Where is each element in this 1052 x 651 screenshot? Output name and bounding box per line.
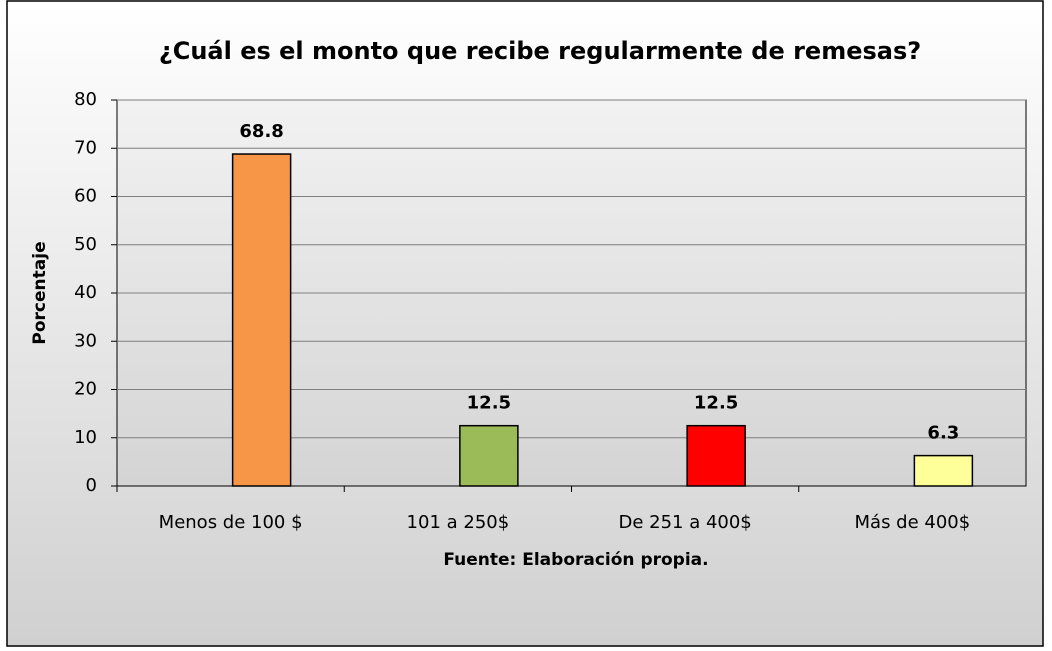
y-tick-label: 0	[86, 475, 97, 496]
bar	[913, 454, 974, 487]
x-tick-label: Más de 400$	[855, 512, 971, 533]
x-tick-label: 101 a 250$	[407, 512, 510, 533]
y-tick-label: 30	[74, 330, 97, 351]
data-label: 12.5	[694, 393, 738, 414]
chart-title: ¿Cuál es el monto que recibe regularment…	[159, 37, 921, 65]
y-tick-label: 60	[74, 186, 97, 207]
bar	[459, 424, 519, 487]
data-label: 68.8	[239, 121, 283, 142]
x-tick-label: De 251 a 400$	[618, 512, 751, 533]
data-label: 6.3	[927, 423, 959, 444]
y-tick-label: 10	[74, 427, 97, 448]
y-tick-label: 50	[74, 234, 97, 255]
y-tick-label: 20	[74, 379, 97, 400]
x-tick-label: Menos de 100 $	[159, 512, 303, 533]
y-tick-label: 70	[74, 137, 97, 158]
y-tick-label: 80	[74, 89, 97, 110]
data-label: 12.5	[467, 393, 511, 414]
y-tick-label: 40	[74, 282, 97, 303]
x-axis-label: Fuente: Elaboración propia.	[443, 550, 708, 570]
bar	[231, 153, 292, 487]
bar	[686, 424, 746, 487]
y-axis-label: Porcentaje	[30, 241, 50, 344]
